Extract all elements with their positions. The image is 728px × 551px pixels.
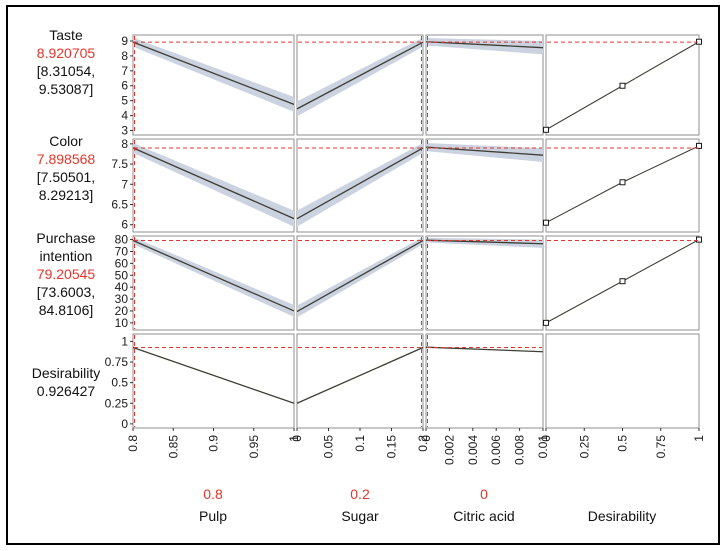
- factor-current-citric-acid: 0: [480, 486, 488, 502]
- svg-text:0.05: 0.05: [322, 435, 336, 459]
- response-block-taste: Taste 8.920705 [8.31054, 9.53087]: [10, 26, 122, 98]
- factor-name-desirability: Desirability: [587, 508, 657, 524]
- svg-text:1: 1: [287, 435, 301, 442]
- svg-text:9: 9: [121, 34, 128, 48]
- svg-text:0: 0: [290, 435, 304, 442]
- svg-text:0.2: 0.2: [416, 435, 430, 452]
- svg-text:70: 70: [115, 244, 129, 258]
- svg-text:0: 0: [419, 435, 433, 442]
- svg-text:7: 7: [121, 177, 128, 191]
- response-predicted-value: 7.898568: [36, 151, 96, 167]
- svg-text:0.95: 0.95: [247, 435, 261, 459]
- svg-text:40: 40: [115, 280, 129, 294]
- svg-text:7: 7: [121, 64, 128, 78]
- svg-text:0.5: 0.5: [616, 435, 630, 452]
- svg-text:80: 80: [115, 233, 129, 247]
- response-predicted-value: 0.926427: [36, 383, 96, 399]
- response-name: Taste: [49, 27, 83, 43]
- svg-text:0.25: 0.25: [577, 435, 591, 459]
- svg-text:1: 1: [692, 435, 706, 442]
- svg-text:0.01: 0.01: [536, 435, 550, 459]
- response-ci-lower: [8.31054,: [36, 63, 96, 79]
- response-name: Desirability: [31, 365, 101, 381]
- response-predicted-value: 79.20545: [36, 266, 96, 282]
- factor-current-sugar: 0.2: [350, 486, 370, 502]
- svg-text:30: 30: [115, 292, 129, 306]
- svg-text:20: 20: [115, 304, 129, 318]
- factor-name-citric-acid: Citric acid: [453, 508, 515, 524]
- svg-text:60: 60: [115, 256, 129, 270]
- svg-text:8: 8: [121, 137, 128, 151]
- response-predicted-value: 8.920705: [36, 45, 96, 61]
- svg-text:10: 10: [115, 316, 129, 330]
- svg-text:3: 3: [121, 124, 128, 138]
- svg-text:1: 1: [121, 334, 128, 348]
- response-ci-upper: 9.53087]: [38, 81, 94, 97]
- svg-text:0.1: 0.1: [353, 435, 367, 452]
- svg-text:4: 4: [121, 109, 128, 123]
- svg-text:0.15: 0.15: [385, 435, 399, 459]
- response-name: Purchase intention: [36, 230, 96, 264]
- svg-text:50: 50: [115, 268, 129, 282]
- svg-text:0.006: 0.006: [489, 435, 503, 465]
- response-block-desirability: Desirability 0.926427: [10, 364, 122, 400]
- response-ci-lower: [7.50501,: [36, 169, 96, 185]
- response-ci-upper: 84.8106]: [38, 302, 94, 318]
- svg-text:0.008: 0.008: [513, 435, 527, 465]
- svg-text:0.75: 0.75: [654, 435, 668, 459]
- svg-text:0.5: 0.5: [111, 376, 128, 390]
- svg-text:0.8: 0.8: [126, 435, 140, 452]
- svg-text:0.85: 0.85: [166, 435, 180, 459]
- factor-name-sugar: Sugar: [341, 508, 379, 524]
- svg-text:0: 0: [539, 435, 553, 442]
- factor-current-pulp: 0.8: [203, 486, 223, 502]
- factor-name-pulp: Pulp: [198, 508, 228, 524]
- svg-text:0.75: 0.75: [105, 355, 129, 369]
- figure-border: [6, 5, 720, 545]
- svg-text:6: 6: [121, 218, 128, 232]
- response-ci-upper: 8.29213]: [38, 187, 94, 203]
- svg-text:0.004: 0.004: [466, 435, 480, 465]
- response-block-purchase-intention: Purchase intention 79.20545 [73.6003, 84…: [10, 229, 122, 319]
- svg-text:7.5: 7.5: [111, 157, 128, 171]
- svg-text:6.5: 6.5: [111, 198, 128, 212]
- svg-text:0.9: 0.9: [207, 435, 221, 452]
- response-name: Color: [49, 133, 83, 149]
- svg-text:0.25: 0.25: [105, 396, 129, 410]
- svg-text:8: 8: [121, 49, 128, 63]
- svg-text:5: 5: [121, 94, 128, 108]
- response-block-color: Color 7.898568 [7.50501, 8.29213]: [10, 132, 122, 204]
- svg-text:0: 0: [121, 417, 128, 431]
- response-ci-lower: [73.6003,: [36, 284, 96, 300]
- svg-text:6: 6: [121, 79, 128, 93]
- svg-text:0.002: 0.002: [442, 435, 456, 465]
